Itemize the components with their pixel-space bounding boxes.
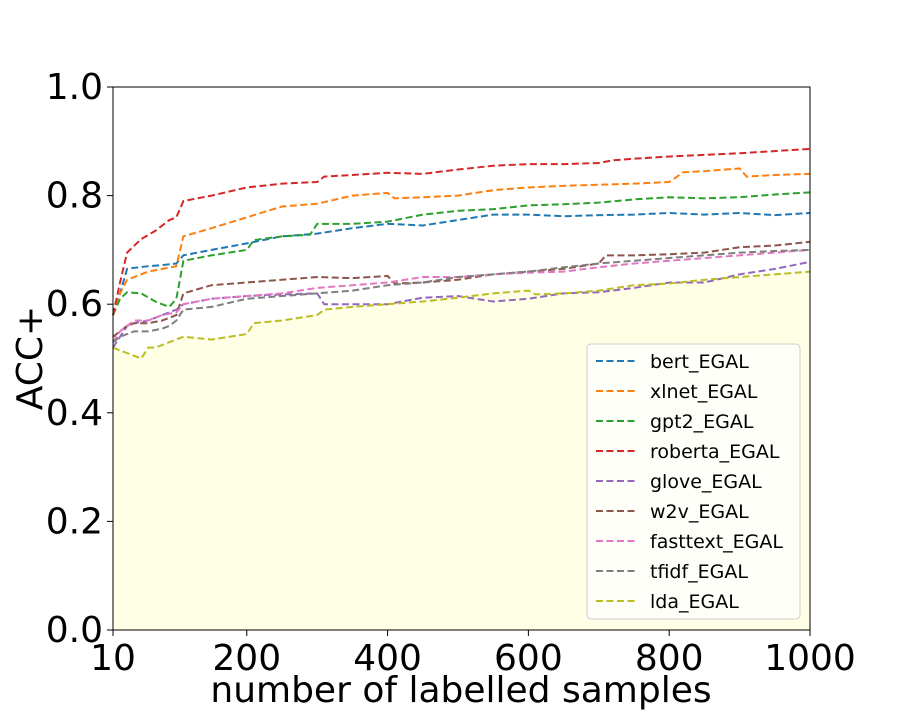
series-line-lda_EGAL <box>112 270 811 360</box>
series-line-gpt2_EGAL <box>112 191 811 316</box>
y-tick-label: 0.0 <box>46 610 103 651</box>
legend: bert_EGAL xlnet_EGAL gpt2_EGAL roberta_EGAL… <box>586 343 801 620</box>
series-line-w2v_EGAL <box>112 240 811 338</box>
x-tick-label: 200 <box>212 638 281 679</box>
legend-label-glove_EGAL: glove_EGAL <box>650 471 762 493</box>
legend-label-lda_EGAL: lda_EGAL <box>650 591 739 613</box>
legend-label-roberta_EGAL: roberta_EGAL <box>650 441 780 463</box>
x-tick-label: 1000 <box>764 638 856 679</box>
legend-box <box>586 343 801 620</box>
x-tick-label: 800 <box>635 638 704 679</box>
plot-frame <box>112 86 811 631</box>
y-tick-label: 0.6 <box>46 284 103 325</box>
legend-label-xlnet_EGAL: xlnet_EGAL <box>650 381 758 403</box>
series-line-tfidf_EGAL <box>112 248 811 344</box>
series-line-glove_EGAL <box>112 260 811 349</box>
y-tick-label: 0.8 <box>46 176 103 217</box>
y-tick-label: 0.2 <box>46 501 103 542</box>
legend-label-tfidf_EGAL: tfidf_EGAL <box>650 561 748 583</box>
series-line-xlnet_EGAL <box>112 167 811 316</box>
legend-label-gpt2_EGAL: gpt2_EGAL <box>650 411 754 433</box>
legend-label-fasttext_EGAL: fasttext_EGAL <box>650 531 783 553</box>
series-line-fasttext_EGAL <box>112 248 811 343</box>
series-layer <box>112 147 811 360</box>
x-axis-label: number of labelled samples <box>210 670 711 711</box>
series-line-roberta_EGAL <box>112 147 811 316</box>
x-tick-label: 400 <box>353 638 422 679</box>
y-axis: 0.0 0.2 0.4 0.6 0.8 1.0 <box>46 67 113 651</box>
legend-label-w2v_EGAL: w2v_EGAL <box>650 501 749 523</box>
x-tick-label: 600 <box>494 638 563 679</box>
y-tick-label: 1.0 <box>46 67 103 108</box>
y-axis-label: ACC+ <box>10 306 51 410</box>
y-tick-label: 0.4 <box>46 393 103 434</box>
series-line-bert_EGAL <box>112 211 811 316</box>
x-tick-label: 10 <box>90 638 136 679</box>
x-axis: 10 200 400 600 800 1000 <box>90 630 856 679</box>
legend-label-bert_EGAL: bert_EGAL <box>650 351 749 373</box>
